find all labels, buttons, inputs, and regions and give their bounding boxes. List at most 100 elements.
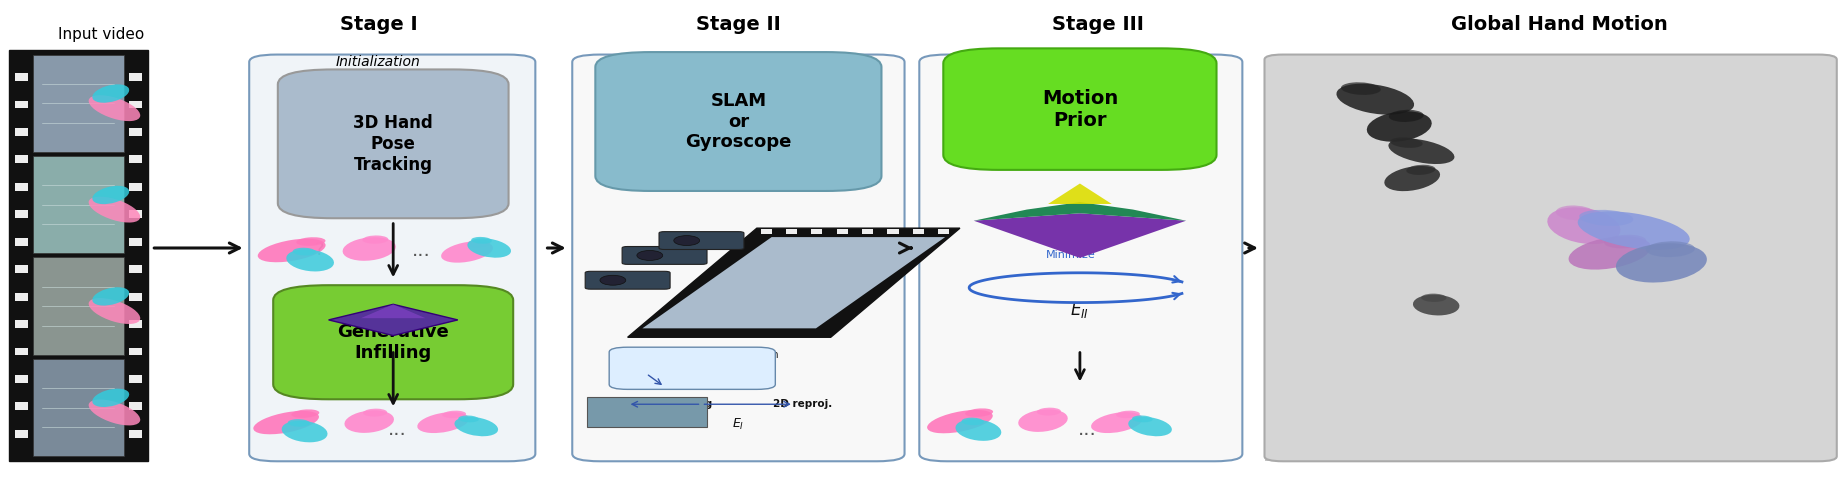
Bar — [1744, 242, 1792, 255]
Ellipse shape — [1647, 242, 1695, 257]
Bar — [1744, 152, 1792, 165]
Bar — [1265, 126, 1313, 139]
Bar — [1408, 255, 1456, 268]
Polygon shape — [1049, 184, 1111, 204]
Bar — [1313, 307, 1361, 319]
Bar — [1361, 307, 1408, 319]
Text: Input video: Input video — [59, 27, 144, 42]
Bar — [33, 156, 124, 253]
Ellipse shape — [92, 287, 129, 306]
Bar — [1361, 126, 1408, 139]
Bar — [1696, 165, 1744, 178]
Ellipse shape — [1128, 417, 1172, 436]
Bar — [1265, 281, 1313, 294]
Ellipse shape — [443, 411, 465, 418]
Bar — [1313, 410, 1361, 423]
Bar — [1552, 152, 1600, 165]
Bar — [1600, 410, 1648, 423]
Bar — [1408, 294, 1456, 307]
Bar — [1265, 307, 1313, 319]
Bar — [1361, 100, 1408, 113]
Bar — [1361, 423, 1408, 435]
Ellipse shape — [1366, 111, 1432, 142]
Bar — [1552, 203, 1600, 216]
Bar — [1744, 255, 1792, 268]
Bar — [15, 101, 28, 109]
Bar — [1648, 165, 1696, 178]
Bar — [1744, 165, 1792, 178]
Bar — [1696, 384, 1744, 397]
Bar — [1361, 229, 1408, 242]
Bar — [1600, 139, 1648, 152]
Bar — [129, 210, 142, 218]
Bar — [1313, 242, 1361, 255]
Polygon shape — [628, 228, 960, 337]
Bar — [1744, 74, 1792, 87]
Bar — [1456, 319, 1504, 332]
Bar — [1313, 165, 1361, 178]
Bar — [1648, 62, 1696, 74]
Bar — [1648, 268, 1696, 281]
Bar — [1648, 397, 1696, 410]
Ellipse shape — [343, 237, 395, 261]
Bar — [15, 183, 28, 191]
Bar — [1744, 448, 1792, 461]
Bar — [1456, 307, 1504, 319]
Bar — [1313, 139, 1361, 152]
Text: Global Optimization: Global Optimization — [670, 55, 807, 69]
Ellipse shape — [1578, 211, 1689, 250]
Bar — [1456, 229, 1504, 242]
Bar — [1408, 423, 1456, 435]
Bar — [1456, 190, 1504, 203]
Bar — [1456, 216, 1504, 229]
Bar — [1504, 345, 1552, 358]
Text: SLAM
or
Gyroscope: SLAM or Gyroscope — [685, 92, 792, 151]
Bar — [1552, 242, 1600, 255]
Bar — [1313, 126, 1361, 139]
Bar — [1696, 294, 1744, 307]
Bar — [1456, 165, 1504, 178]
Bar — [1552, 62, 1600, 74]
Text: ...: ... — [1078, 420, 1097, 438]
Bar — [1744, 203, 1792, 216]
Bar — [1744, 435, 1792, 448]
Bar — [1552, 294, 1600, 307]
Bar — [129, 128, 142, 136]
Bar — [1648, 294, 1696, 307]
Bar — [1504, 126, 1552, 139]
Bar — [1265, 319, 1313, 332]
Bar — [1648, 190, 1696, 203]
Bar — [1744, 371, 1792, 384]
Text: Camera Motion: Camera Motion — [698, 350, 779, 360]
Bar — [1648, 139, 1696, 152]
Bar — [1552, 139, 1600, 152]
Bar — [129, 430, 142, 438]
Bar — [1600, 100, 1648, 113]
Bar — [1648, 435, 1696, 448]
Bar — [1408, 268, 1456, 281]
Text: Fitting: Fitting — [672, 399, 713, 409]
Bar — [1648, 152, 1696, 165]
Bar — [1408, 358, 1456, 371]
Bar — [1504, 178, 1552, 190]
Bar — [1504, 281, 1552, 294]
FancyBboxPatch shape — [609, 347, 775, 389]
Bar — [1696, 74, 1744, 87]
Bar — [1408, 190, 1456, 203]
Bar — [1648, 87, 1696, 100]
Bar — [1504, 423, 1552, 435]
Bar — [1744, 113, 1792, 126]
Ellipse shape — [927, 410, 993, 434]
Bar — [1265, 410, 1313, 423]
Bar — [1265, 294, 1313, 307]
Bar — [1696, 410, 1744, 423]
Ellipse shape — [294, 248, 316, 255]
Text: Generative
Infilling: Generative Infilling — [338, 323, 449, 362]
Bar — [1361, 255, 1408, 268]
Bar — [1504, 216, 1552, 229]
Polygon shape — [329, 304, 458, 336]
FancyBboxPatch shape — [277, 69, 508, 218]
Bar — [1648, 216, 1696, 229]
Bar — [1456, 435, 1504, 448]
Bar — [1265, 255, 1313, 268]
